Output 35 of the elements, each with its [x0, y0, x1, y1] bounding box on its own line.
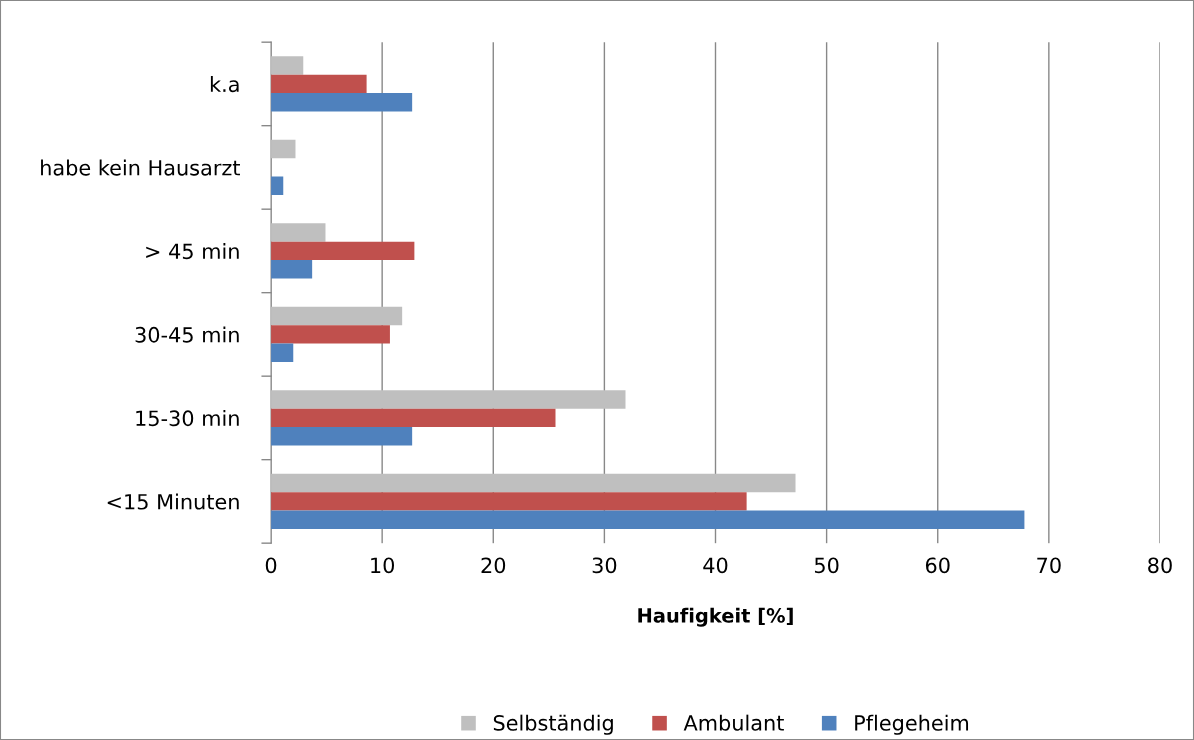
- bar: [271, 139, 296, 159]
- x-tick-label: 60: [925, 557, 950, 574]
- bar: [271, 93, 413, 112]
- y-tick-label: k.a: [210, 76, 239, 93]
- y-tick-label: > 45 min: [146, 243, 239, 260]
- x-tick-label: 70: [1037, 557, 1061, 574]
- y-tick-label: habe kein Hausarzt: [41, 159, 240, 176]
- x-tick-label: 40: [703, 557, 728, 574]
- x-tick-label: 0: [265, 557, 277, 574]
- bar: [271, 223, 326, 242]
- legend-label: Selbständig: [493, 714, 613, 735]
- y-tick-label: 30-45 min: [135, 326, 239, 343]
- bar: [271, 390, 626, 409]
- bar: [271, 241, 415, 261]
- bar: [271, 473, 796, 493]
- bar: [271, 74, 367, 94]
- bar: [271, 325, 390, 344]
- bar: [271, 408, 556, 428]
- legend-label: Ambulant: [683, 714, 784, 731]
- bar: [271, 427, 413, 446]
- bar: [271, 260, 313, 279]
- x-tick-label: 20: [481, 557, 506, 574]
- x-tick-label: 80: [1148, 557, 1172, 574]
- bar: [271, 510, 1025, 529]
- y-tick-label: 15-30 min: [136, 410, 239, 427]
- x-tick-label: 50: [814, 557, 839, 574]
- bar: [271, 492, 747, 511]
- bar: [271, 343, 294, 362]
- x-tick-label: 10: [371, 557, 395, 574]
- bar: [271, 56, 304, 75]
- bar: [271, 306, 403, 326]
- x-tick-label: 30: [592, 557, 617, 574]
- legend-label: Pflegeheim: [855, 714, 969, 735]
- y-tick-label: <15 Minuten: [107, 493, 239, 510]
- x-axis-title: Haufigkeit [%]: [638, 607, 793, 627]
